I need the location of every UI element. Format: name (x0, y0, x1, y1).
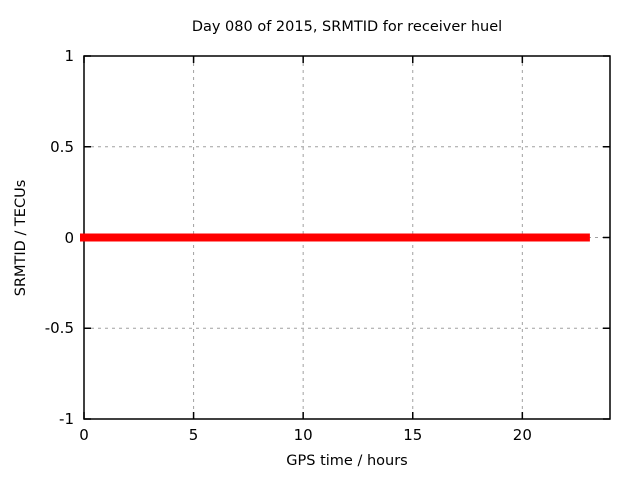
y-tick-label: -1 (59, 410, 74, 428)
x-tick-label: 10 (293, 426, 313, 444)
y-tick-label: 1 (64, 47, 74, 65)
x-tick-label: 0 (79, 426, 89, 444)
x-tick-label: 15 (403, 426, 423, 444)
x-tick-label: 5 (188, 426, 199, 444)
y-tick-label: 0 (64, 228, 74, 247)
y-tick-label: 0.5 (50, 137, 74, 156)
x-axis-title: GPS time / hours (286, 453, 408, 469)
chart-title: Day 080 of 2015, SRMTID for receiver hue… (191, 19, 503, 35)
x-tick-label: 20 (512, 426, 532, 444)
y-tick-label: -0.5 (44, 319, 74, 338)
